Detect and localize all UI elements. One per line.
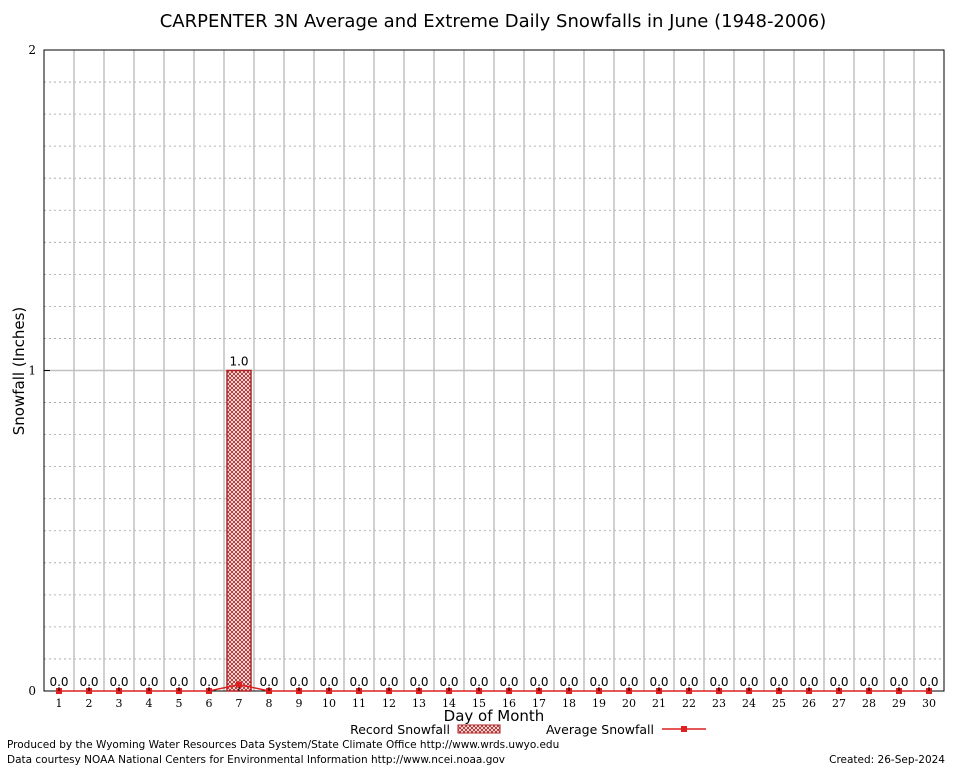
- x-tick-label: 25: [772, 697, 786, 710]
- bar-data-label: 1.0: [229, 355, 248, 369]
- bar-data-label: 0.0: [79, 675, 98, 689]
- bar-data-label: 0.0: [649, 675, 668, 689]
- bar-data-label: 0.0: [799, 675, 818, 689]
- grid: [44, 50, 944, 691]
- x-tick-label: 2: [86, 697, 93, 710]
- x-tick-label: 1: [56, 697, 63, 710]
- x-tick-label: 12: [382, 697, 396, 710]
- x-tick-label: 16: [502, 697, 516, 710]
- y-tick-label: 2: [28, 43, 36, 57]
- bar-data-label: 0.0: [529, 675, 548, 689]
- x-axis-ticks: 1 2 3 4 5 6 7 8 9 10 11 12 13 14 15 16 17 18 19 20 21 22 23 24 2…: [56, 687, 936, 710]
- y-tick-label: 0: [28, 684, 36, 698]
- x-tick-label: 28: [862, 697, 876, 710]
- footer-data-courtesy: Data courtesy NOAA National Centers for …: [7, 754, 505, 766]
- y-tick-label: 1: [28, 364, 36, 378]
- x-tick-label: 4: [146, 697, 153, 710]
- bar-data-label: 0.0: [859, 675, 878, 689]
- bar-data-label: 0.0: [919, 675, 938, 689]
- bar-data-label: 0.0: [199, 675, 218, 689]
- x-tick-label: 11: [352, 697, 366, 710]
- legend-average-marker: [681, 726, 687, 732]
- bar-data-label: 0.0: [379, 675, 398, 689]
- bar-data-label: 0.0: [499, 675, 518, 689]
- x-tick-label: 17: [532, 697, 546, 710]
- y-axis-ticks: 0 1 2: [28, 43, 50, 698]
- x-axis-label: Day of Month: [444, 707, 545, 725]
- bar-data-label: 0.0: [889, 675, 908, 689]
- bar-data-label: 0.0: [559, 675, 578, 689]
- x-tick-label: 27: [832, 697, 846, 710]
- bar-data-label: 0.0: [289, 675, 308, 689]
- x-tick-label: 24: [742, 697, 756, 710]
- bar-data-label: 0.0: [439, 675, 458, 689]
- record-bar: [226, 369, 252, 692]
- bar-data-label: 0.0: [829, 675, 848, 689]
- legend-record-swatch: [457, 724, 501, 734]
- x-tick-label: 13: [412, 697, 426, 710]
- x-tick-label: 10: [322, 697, 336, 710]
- x-tick-label: 19: [592, 697, 606, 710]
- bar-data-label: 0.0: [409, 675, 428, 689]
- bar-data-label: 0.0: [619, 675, 638, 689]
- x-tick-label: 8: [266, 697, 273, 710]
- y-axis-label: Snowfall (Inches): [10, 307, 28, 435]
- x-tick-label: 6: [206, 697, 213, 710]
- footer-created: Created: 26-Sep-2024: [829, 754, 945, 766]
- x-tick-label: 3: [116, 697, 123, 710]
- bar-data-label: 0.0: [49, 675, 68, 689]
- x-tick-label: 29: [892, 697, 906, 710]
- bar-data-label: 0.0: [469, 675, 488, 689]
- bar-data-label: 0.0: [589, 675, 608, 689]
- bar-data-label: 0.0: [169, 675, 188, 689]
- x-tick-label: 9: [296, 697, 303, 710]
- x-tick-label: 7: [236, 697, 243, 710]
- bar-data-label: 0.0: [769, 675, 788, 689]
- legend: Record Snowfall Average Snowfall: [350, 722, 706, 737]
- bar-data-label: 0.0: [319, 675, 338, 689]
- bar-data-label: 0.0: [259, 675, 278, 689]
- bar-data-label: 0.0: [679, 675, 698, 689]
- x-tick-label: 22: [682, 697, 696, 710]
- footer-produced-by: Produced by the Wyoming Water Resources …: [7, 739, 559, 751]
- record-bars: [226, 369, 252, 692]
- bar-data-label: 0.0: [709, 675, 728, 689]
- x-tick-label: 5: [176, 697, 183, 710]
- legend-record-label: Record Snowfall: [350, 722, 450, 737]
- x-tick-label: 21: [652, 697, 666, 710]
- x-tick-label: 20: [622, 697, 636, 710]
- chart-title: CARPENTER 3N Average and Extreme Daily S…: [160, 11, 827, 32]
- x-tick-label: 14: [442, 697, 456, 710]
- x-tick-label: 30: [922, 697, 936, 710]
- legend-average-label: Average Snowfall: [546, 722, 654, 737]
- bar-data-labels: 0.0 0.0 0.0 0.0 0.0 0.0 1.0 0.0 0.0 0.0 0.0 0.0 0.0 0…: [49, 355, 938, 690]
- x-tick-label: 15: [472, 697, 486, 710]
- x-tick-label: 23: [712, 697, 726, 710]
- bar-data-label: 0.0: [739, 675, 758, 689]
- average-marker: [236, 681, 242, 688]
- x-tick-label: 26: [802, 697, 816, 710]
- bar-data-label: 0.0: [109, 675, 128, 689]
- bar-data-label: 0.0: [349, 675, 368, 689]
- bar-data-label: 0.0: [139, 675, 158, 689]
- average-polyline: [59, 683, 929, 692]
- x-tick-label: 18: [562, 697, 576, 710]
